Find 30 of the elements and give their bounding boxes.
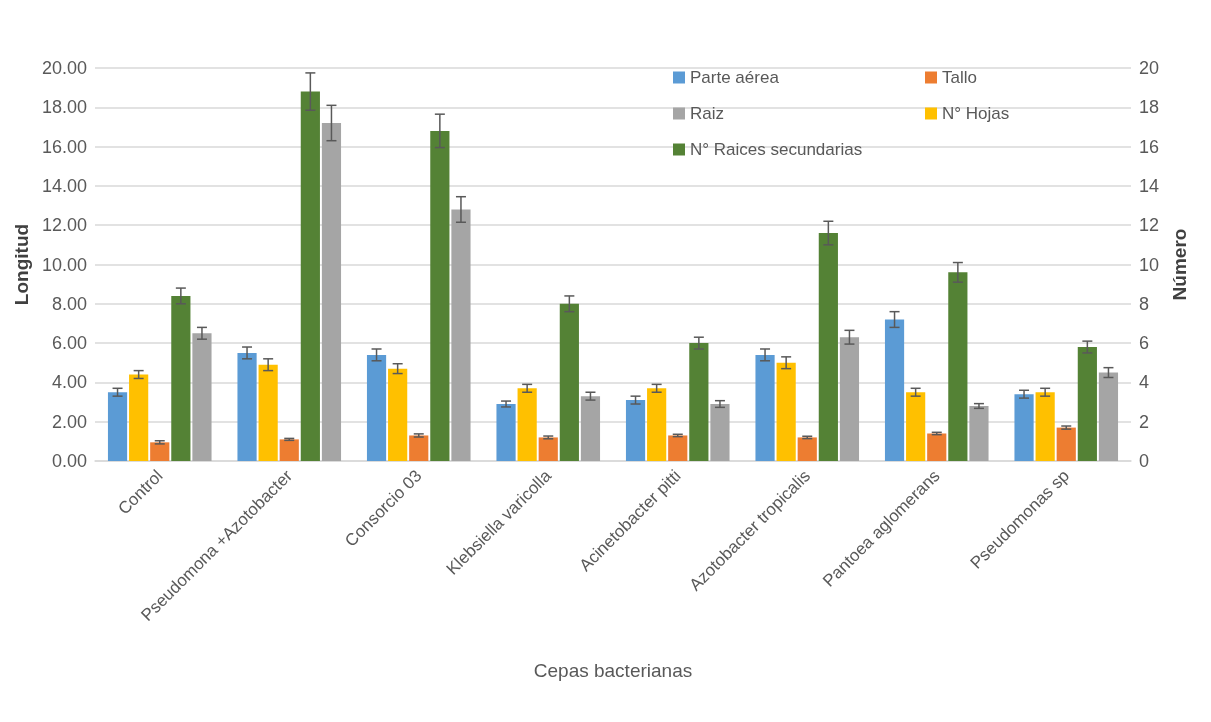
- y-tick-label: 14.00: [41, 175, 87, 196]
- y2-tick-label: 10: [1139, 254, 1160, 275]
- y2-tick-label: 0: [1139, 451, 1150, 471]
- y2-tick-label: 12: [1139, 215, 1160, 236]
- y-tick-label: 18.00: [41, 97, 87, 118]
- legend-label: N° Raices secundarias: [690, 140, 863, 159]
- y2-tick-label: 4: [1139, 372, 1150, 393]
- legend-label: Raiz: [690, 104, 725, 123]
- y2-tick-label: 6: [1139, 333, 1150, 354]
- y-tick-label: 4.00: [51, 372, 87, 393]
- y2-axis-title: Número: [1168, 228, 1190, 301]
- y-tick-label: 6.00: [51, 333, 87, 354]
- y-tick-label: 12.00: [41, 215, 87, 236]
- y2-tick-label: 18: [1139, 97, 1160, 118]
- y-tick-label: 20.00: [41, 58, 87, 78]
- y-tick-label: 0.00: [51, 451, 87, 471]
- y2-tick-label: 16: [1139, 136, 1160, 157]
- x-axis-title: Cepas bacterianas: [533, 660, 693, 681]
- y-tick-label: 8.00: [51, 293, 87, 314]
- y-tick-label: 10.00: [41, 254, 87, 275]
- y2-tick-label: 8: [1139, 293, 1150, 314]
- legend-label: N° Hojas: [942, 104, 1010, 123]
- y2-tick-label: 20: [1139, 58, 1160, 78]
- y2-tick-label: 2: [1139, 411, 1150, 432]
- y-tick-label: 2.00: [51, 411, 87, 432]
- y2-tick-label: 14: [1139, 175, 1160, 196]
- legend-label: Parte aérea: [690, 68, 780, 87]
- legend-label: Tallo: [942, 68, 977, 87]
- y-axis-title: Longitud: [11, 223, 33, 306]
- y-tick-label: 16.00: [41, 136, 87, 157]
